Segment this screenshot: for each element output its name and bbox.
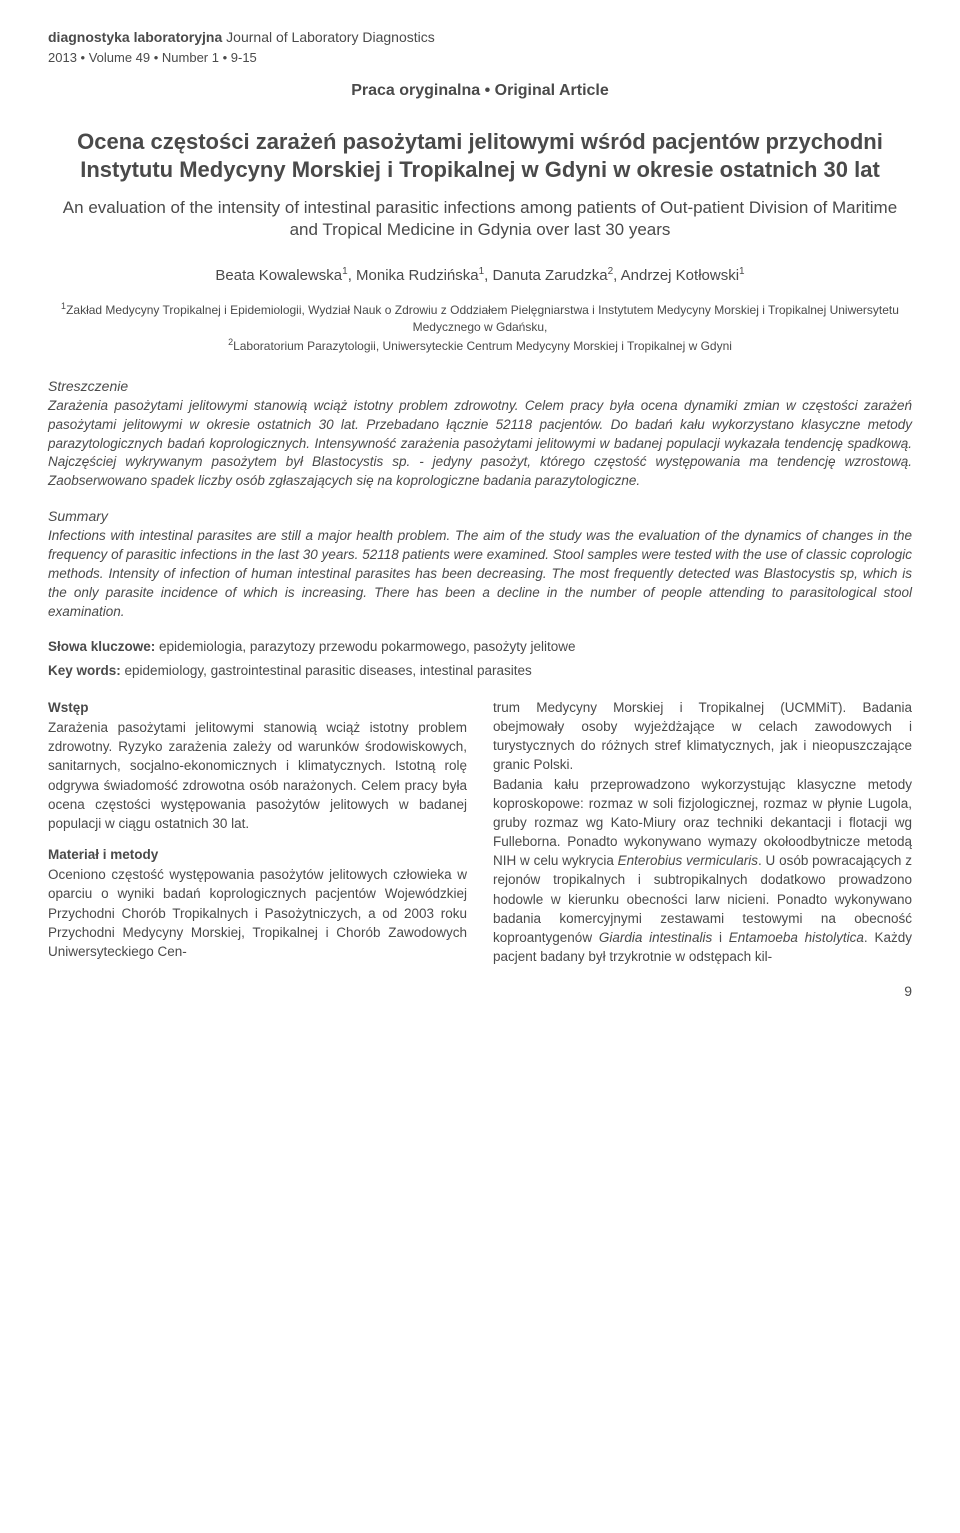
page-number: 9	[48, 982, 912, 1001]
authors: Beata Kowalewska1, Monika Rudzińska1, Da…	[48, 265, 912, 286]
intro-heading: Wstęp	[48, 698, 467, 717]
left-column: Wstęp Zarażenia pasożytami jelitowymi st…	[48, 698, 467, 966]
intro-paragraph: Zarażenia pasożytami jelitowymi stanowią…	[48, 718, 467, 833]
keywords-pl: Słowa kluczowe: epidemiologia, parazytoz…	[48, 638, 912, 656]
keywords-en-label: Key words:	[48, 663, 121, 678]
journal-name: diagnostyka laboratoryjna Journal of Lab…	[48, 28, 912, 47]
abstract-pl-heading: Streszczenie	[48, 377, 912, 396]
abstract-pl-body: Zarażenia pasożytami jelitowymi stanowią…	[48, 397, 912, 491]
body-columns: Wstęp Zarażenia pasożytami jelitowymi st…	[48, 698, 912, 966]
title-english: An evaluation of the intensity of intest…	[48, 197, 912, 241]
abstract-en-heading: Summary	[48, 507, 912, 526]
right-p2: Badania kału przeprowadzono wykorzystują…	[493, 775, 912, 967]
right-column: trum Medycyny Morskiej i Tropikalnej (UC…	[493, 698, 912, 966]
journal-name-bold: diagnostyka laboratoryjna	[48, 29, 222, 45]
title-polish: Ocena częstości zarażeń pasożytami jelit…	[48, 128, 912, 183]
methods-paragraph: Oceniono częstość występowania pasożytów…	[48, 865, 467, 961]
journal-name-rest: Journal of Laboratory Diagnostics	[222, 29, 434, 45]
keywords-en-text: epidemiology, gastrointestinal parasitic…	[121, 663, 532, 678]
keywords-en: Key words: epidemiology, gastrointestina…	[48, 662, 912, 680]
issue-line: 2013 • Volume 49 • Number 1 • 9-15	[48, 49, 912, 67]
affiliations: 1Zakład Medycyny Tropikalnej i Epidemiol…	[48, 300, 912, 354]
right-p1: trum Medycyny Morskiej i Tropikalnej (UC…	[493, 698, 912, 775]
keywords-pl-label: Słowa kluczowe:	[48, 639, 155, 654]
article-type: Praca oryginalna • Original Article	[48, 80, 912, 102]
methods-heading: Materiał i metody	[48, 845, 467, 864]
keywords-block: Słowa kluczowe: epidemiologia, parazytoz…	[48, 638, 912, 680]
abstract-en-body: Infections with intestinal parasites are…	[48, 527, 912, 621]
keywords-pl-text: epidemiologia, parazytozy przewodu pokar…	[155, 639, 575, 654]
